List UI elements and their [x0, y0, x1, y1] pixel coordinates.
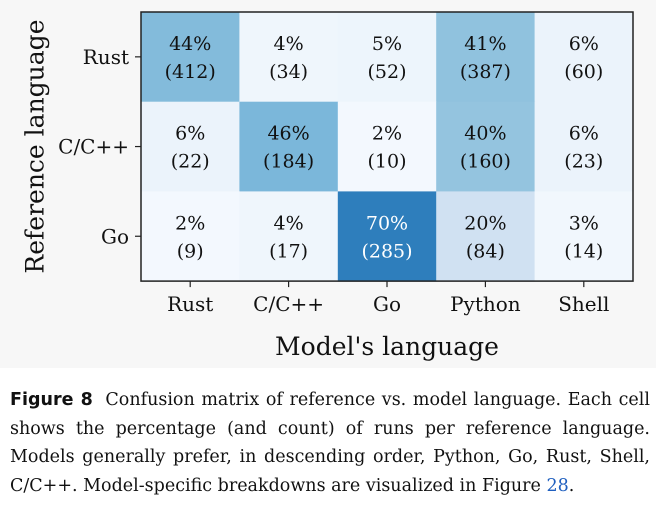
heatmap-cell — [534, 12, 634, 103]
cell-percent-label: 41% — [464, 33, 506, 55]
heatmap-cell — [239, 12, 339, 103]
cell-percent-label: 5% — [372, 33, 402, 55]
cell-percent-label: 3% — [569, 212, 599, 234]
cell-labels: 44% (412) 4% (34) 5% (52) 41% (387) 6% (60) 6% (22)… — [165, 33, 604, 262]
heatmap-cell — [337, 12, 437, 103]
x-tick-label: C/C++ — [253, 292, 324, 316]
cell-percent-label: 70% — [366, 212, 408, 234]
cell-percent-label: 6% — [569, 123, 599, 145]
cell-count-label: (34) — [269, 61, 308, 83]
heatmap-cell — [239, 101, 339, 192]
cell-percent-label: 20% — [464, 212, 506, 234]
heatmap-cell — [239, 191, 339, 282]
y-tick-label: C/C++ — [58, 135, 129, 159]
heatmap-cell — [141, 191, 240, 282]
cell-count-label: (160) — [460, 151, 511, 173]
cell-percent-label: 4% — [274, 212, 304, 234]
heatmap-cell — [436, 12, 536, 103]
cell-percent-label: 46% — [267, 123, 309, 145]
heatmap-cell — [337, 101, 437, 192]
x-tick-label: Shell — [558, 292, 609, 316]
cell-count-label: (10) — [367, 151, 406, 173]
x-tick-label: Rust — [167, 292, 213, 316]
x-tick-label: Python — [450, 292, 521, 316]
cell-percent-label: 2% — [372, 123, 402, 145]
y-tick-label: Go — [101, 224, 129, 248]
heatmap-cell — [141, 12, 240, 103]
cell-count-label: (84) — [466, 240, 505, 262]
cell-count-label: (9) — [177, 240, 204, 262]
y-tick-label: Rust — [83, 45, 129, 69]
figure-caption: Figure 8 Confusion matrix of reference v… — [10, 386, 650, 500]
caption-figure-link[interactable]: 28 — [546, 475, 569, 496]
cell-percent-label: 44% — [169, 33, 211, 55]
cell-count-label: (23) — [564, 151, 603, 173]
heatmap-cell — [436, 101, 536, 192]
x-tick-label: Go — [373, 292, 401, 316]
heatmap-cell — [141, 101, 240, 192]
heatmap-cell — [337, 191, 437, 282]
cell-count-label: (387) — [460, 61, 511, 83]
x-axis-title: Model's language — [275, 332, 499, 361]
axis-ticks: Rust C/C++ Go Python Shell Rust C/C++ Go — [58, 45, 609, 316]
caption-text: Confusion matrix of reference vs. model … — [10, 390, 650, 496]
cell-count-label: (412) — [165, 61, 216, 83]
cell-percent-label: 6% — [175, 123, 205, 145]
cell-count-label: (285) — [361, 240, 412, 262]
cell-percent-label: 2% — [175, 212, 205, 234]
y-axis-title: Reference language — [21, 20, 50, 274]
confusion-matrix-chart: 44% (412) 4% (34) 5% (52) 41% (387) 6% (60) 6% (22)… — [21, 11, 634, 361]
cell-count-label: (60) — [564, 61, 603, 83]
cell-count-label: (22) — [171, 151, 210, 173]
cell-percent-label: 40% — [464, 123, 506, 145]
cell-count-label: (14) — [564, 240, 603, 262]
heatmap-cell — [534, 191, 634, 282]
cell-percent-label: 6% — [569, 33, 599, 55]
heatmap-cell — [534, 101, 634, 192]
heatmap-cells — [141, 12, 634, 282]
caption-figure-label: Figure 8 — [10, 390, 93, 410]
heatmap-figure: 44% (412) 4% (34) 5% (52) 41% (387) 6% (60) 6% (22)… — [20, 11, 634, 362]
caption-end: . — [568, 475, 575, 496]
cell-count-label: (52) — [367, 61, 406, 83]
cell-count-label: (17) — [269, 240, 308, 262]
heatmap-cell — [436, 191, 536, 282]
cell-percent-label: 4% — [274, 33, 304, 55]
cell-count-label: (184) — [263, 151, 314, 173]
